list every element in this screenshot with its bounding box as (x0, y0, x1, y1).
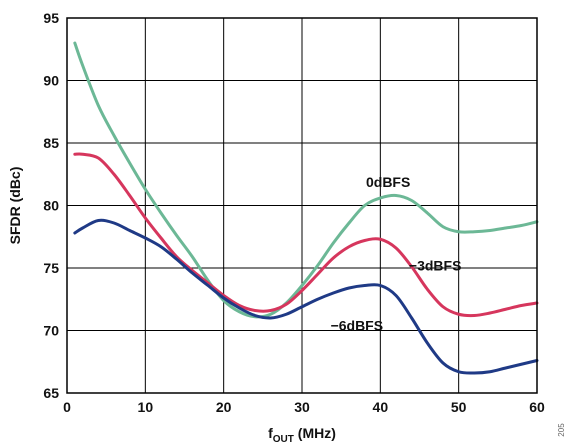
series-line-2 (73, 218, 539, 375)
y-tick-label: 90 (43, 73, 59, 89)
x-tick-label: 20 (216, 399, 232, 415)
plot-frame (66, 17, 538, 394)
y-tick-label: 70 (43, 323, 59, 339)
series-label-0: 0dBFS (366, 174, 410, 190)
series-label-2: −6dBFS (331, 318, 384, 334)
x-axis-title-main: f (268, 425, 273, 441)
y-tick-labels: 65 70 75 80 85 90 95 (43, 10, 59, 401)
x-tick-label: 60 (529, 399, 545, 415)
y-tick-label: 65 (43, 385, 59, 401)
x-tick-label: 50 (451, 399, 467, 415)
series-line-0 (73, 41, 539, 319)
series-label-1: −3dBFS (409, 258, 462, 274)
x-tick-label: 30 (294, 399, 310, 415)
x-axis-title-subscript: OUT (273, 434, 294, 445)
x-tick-label: 40 (373, 399, 389, 415)
x-axis-title-unit: (MHz) (294, 425, 336, 441)
y-axis-title: SFDR (dBc) (7, 167, 23, 245)
x-tick-label: 0 (63, 399, 71, 415)
y-tick-label: 95 (43, 10, 59, 26)
figure-code: 205 (557, 423, 566, 437)
x-tick-labels: 0 10 20 30 40 50 60 (63, 399, 545, 415)
y-tick-label: 85 (43, 135, 59, 151)
series-labels: 0dBFS −3dBFS −6dBFS (331, 174, 462, 334)
series-lines (73, 41, 539, 375)
x-axis-title: fOUT (MHz) (268, 425, 336, 445)
x-tick-label: 10 (138, 399, 154, 415)
y-tick-label: 80 (43, 198, 59, 214)
series-line-1 (73, 152, 539, 318)
y-tick-label: 75 (43, 260, 59, 276)
